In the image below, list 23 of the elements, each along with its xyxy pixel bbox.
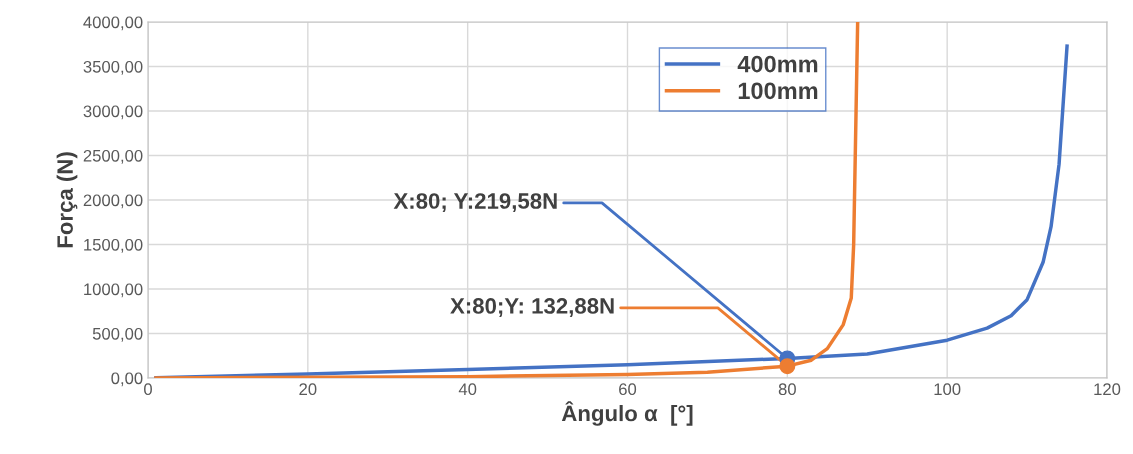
legend-label: 100mm [738,82,818,100]
line-series [154,22,860,378]
x-tick-label: 0 [144,383,152,396]
x-tick-label: 60 [619,383,637,396]
x-tick-label: 100 [934,383,961,396]
annotation: X:80;Y: 132,88N [450,298,614,318]
y-tick-label: 1000,00 [84,283,143,298]
x-tick-label: 80 [778,383,796,396]
y-tick-label: 500,00 [92,327,143,342]
y-tick-label: 3500,00 [83,60,143,75]
y-tick-label: 4000,00 [83,16,143,31]
x-tick-label: 40 [458,383,477,396]
annotation: X:80; Y:219,58N [393,193,557,213]
x-tick-label: 20 [299,383,317,396]
y-tick-label: 0,00 [111,372,143,387]
y-tick-label: 1500,00 [84,238,143,253]
y-axis-title: Força (N) [56,152,78,248]
y-tick-label: 3000,00 [83,105,143,120]
x-tick-label: 120 [1094,383,1121,396]
y-tick-label: 2000,00 [83,194,143,209]
y-tick-label: 2500,00 [83,149,143,164]
legend-label: 400mm [737,55,818,73]
x-axis-title: Ângulo α [°] [561,401,693,426]
